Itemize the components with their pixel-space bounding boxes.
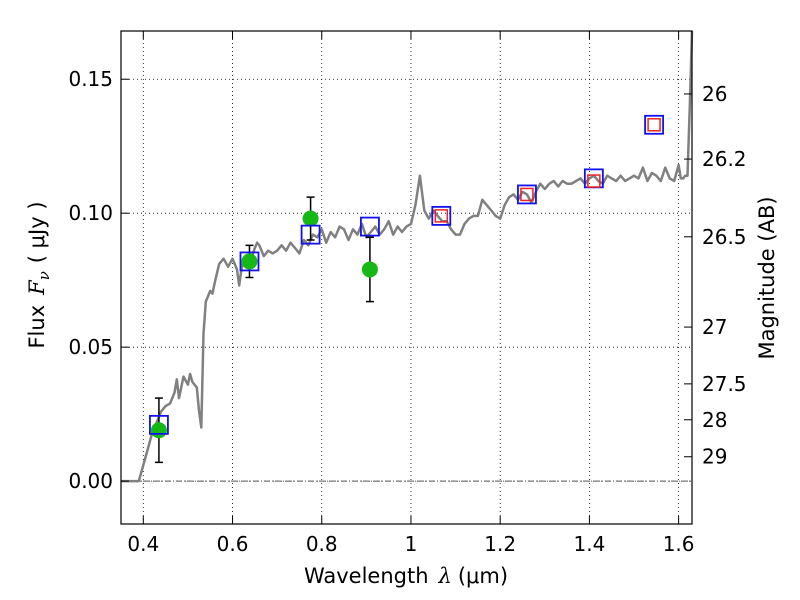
model-band-square-blue — [360, 216, 380, 237]
x-tick-label: 1.2 — [484, 532, 516, 556]
y2-tick-label: 26 — [702, 82, 727, 106]
model-spectrum-line — [121, 30, 694, 483]
model-band-square-red — [647, 118, 661, 132]
x-tick-label: 0.4 — [127, 532, 159, 556]
plot-frame — [120, 30, 693, 525]
data-layer — [121, 30, 694, 483]
model-band-square-blue — [300, 224, 321, 245]
y-tick-label: 0.00 — [68, 469, 113, 493]
model-band-square-red — [434, 209, 449, 223]
model-band-square-red — [520, 187, 534, 202]
y2-tick-label: 26.2 — [702, 147, 747, 171]
model-band-square-red — [587, 174, 601, 188]
y2-tick-label: 29 — [702, 445, 727, 469]
y-tick-label: 0.05 — [68, 335, 113, 359]
y2-tick-label: 27.5 — [702, 372, 747, 396]
model-band-square-blue — [431, 205, 452, 226]
y2-tick-label: 27 — [702, 315, 727, 339]
observed-flux-point — [241, 253, 258, 270]
x-axis-label: Wavelength λ (μm) — [304, 564, 508, 588]
y2-tick-label: 26.5 — [702, 225, 747, 249]
x-tick-label: 1.4 — [573, 532, 605, 556]
y2-axis-label: Magnitude (AB) — [755, 196, 779, 359]
model-band-square-blue — [149, 414, 169, 435]
y-axis-label: FluxFν( μJy ) — [25, 201, 53, 348]
observed-flux-point — [361, 261, 378, 278]
y-tick-label: 0.15 — [68, 67, 113, 91]
model-band-square-blue — [239, 251, 260, 272]
y2-tick-label: 28 — [702, 408, 727, 432]
observed-flux-point — [150, 422, 167, 439]
axis-ticks: 0.4 0.6 0.8 1 1.2 1.4 1.6 0.00 0.05 0.10 0.15 26 26.… — [68, 31, 747, 556]
grid-lines — [121, 31, 692, 524]
model-band-square-blue — [644, 114, 664, 135]
x-tick-label: 0.6 — [217, 532, 249, 556]
observed-flux-point — [302, 210, 319, 227]
y-tick-label: 0.10 — [68, 201, 113, 225]
x-tick-label: 1 — [405, 532, 418, 556]
x-tick-label: 0.8 — [306, 532, 338, 556]
x-tick-label: 1.6 — [663, 532, 695, 556]
model-band-square-blue — [517, 184, 537, 205]
